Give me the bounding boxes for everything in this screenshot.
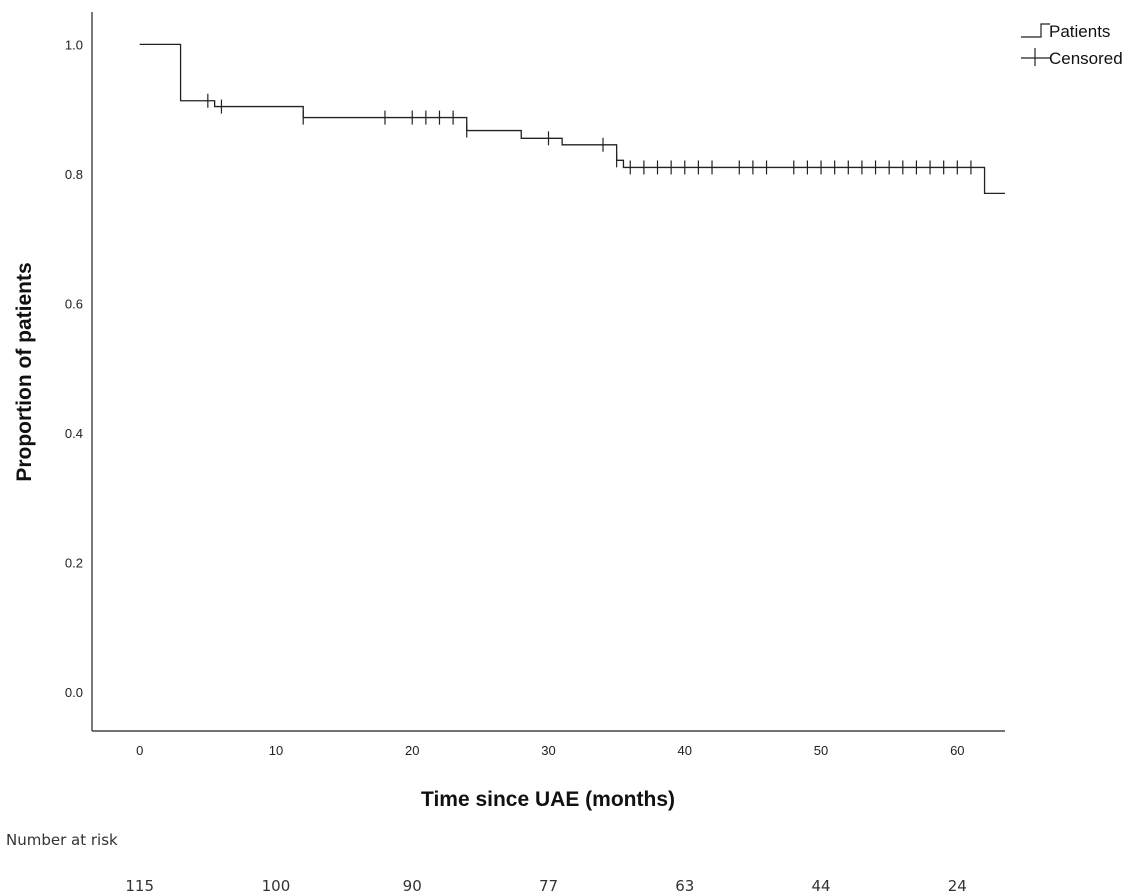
y-tick-label: 0.0 (65, 685, 83, 700)
y-tick-label: 0.8 (65, 167, 83, 182)
legend-item-censored: Censored (1021, 48, 1123, 68)
y-axis-title: Proportion of patients (13, 262, 36, 481)
risk-count: 115 (125, 877, 154, 895)
censor-marks (207, 93, 972, 175)
y-ticks: 0.0 0.2 0.4 0.6 0.8 1.0 (65, 37, 83, 700)
x-tick-label: 30 (541, 743, 555, 758)
x-ticks: 0 10 20 30 40 50 60 (136, 743, 964, 758)
legend-label-patients: Patients (1049, 22, 1110, 41)
x-tick-label: 50 (814, 743, 828, 758)
km-step-curve (139, 43, 1005, 195)
y-tick-label: 0.4 (65, 426, 83, 441)
risk-count: 44 (811, 877, 830, 895)
x-tick-label: 0 (136, 743, 143, 758)
y-tick-label: 1.0 (65, 37, 83, 52)
x-tick-label: 60 (950, 743, 964, 758)
risk-count: 90 (403, 877, 422, 895)
risk-count: 24 (948, 877, 967, 895)
x-axis-title: Time since UAE (months) (421, 788, 675, 811)
legend: Patients Censored (1021, 22, 1123, 68)
risk-table-label: Number at risk (6, 831, 118, 849)
risk-count: 77 (539, 877, 558, 895)
risk-count: 100 (262, 877, 291, 895)
legend-label-censored: Censored (1049, 49, 1123, 68)
x-tick-label: 20 (405, 743, 419, 758)
axes (91, 12, 1005, 732)
legend-step-line-icon (1021, 23, 1050, 38)
risk-table-counts: 115 100 90 77 63 44 24 (125, 877, 966, 895)
y-tick-label: 0.2 (65, 556, 83, 571)
risk-count: 63 (675, 877, 694, 895)
legend-item-patients: Patients (1021, 22, 1110, 41)
y-tick-label: 0.6 (65, 296, 83, 311)
x-tick-label: 40 (678, 743, 692, 758)
x-tick-label: 10 (269, 743, 283, 758)
